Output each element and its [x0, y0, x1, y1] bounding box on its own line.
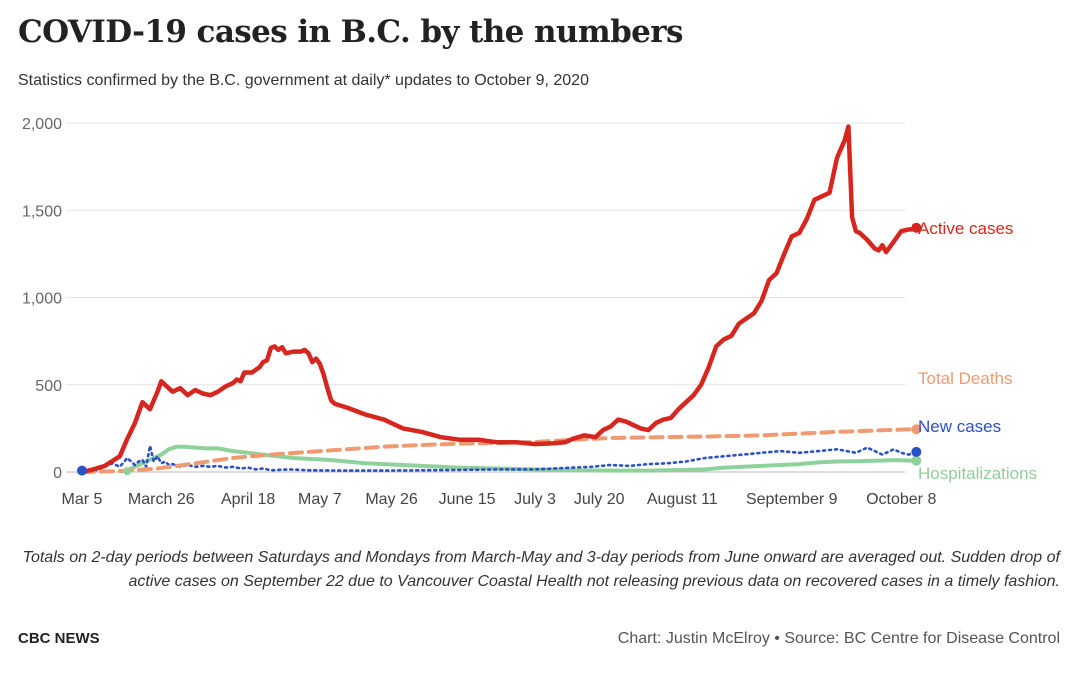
series-end-marker-active: [911, 222, 922, 233]
x-tick-label-10: October 8: [866, 491, 936, 508]
y-tick-label-0: 0: [53, 465, 62, 482]
series-lines: [77, 124, 922, 476]
x-tick-label-6: July 3: [514, 491, 556, 508]
series-start-marker-new-cases: [77, 465, 87, 476]
series-line-active: [79, 124, 919, 475]
x-axis-tick-labels: Mar 5 March 26 April 18 May 7 May 26 June 15 J…: [62, 491, 937, 508]
y-axis-tick-labels: 0 500 1,000 1,500 2,000: [22, 116, 62, 482]
y-tick-label-2000: 2,000: [22, 116, 62, 133]
source-credit: Chart: Justin McElroy • Source: BC Centr…: [617, 630, 1060, 647]
series-end-label-deaths: Total Deaths: [918, 369, 1013, 388]
series-start-marker-hospitalizations: [123, 467, 132, 476]
brand-logo-text: CBC NEWS: [18, 630, 100, 647]
footnote: Totals on 2-day periods between Saturday…: [22, 549, 1060, 590]
series-line-new_cases: [80, 444, 918, 472]
x-tick-label-9: September 9: [746, 491, 838, 508]
series-end-marker-hospitalizations: [911, 455, 922, 466]
series-end-label-hospitalizations: Hospitalizations: [918, 464, 1037, 483]
x-tick-label-4: May 26: [365, 491, 418, 508]
x-tick-label-0: Mar 5: [62, 491, 103, 508]
chart-subtitle: Statistics confirmed by the B.C. governm…: [18, 72, 589, 89]
y-tick-label-1000: 1,000: [22, 291, 62, 308]
series-line-hospitalizations: [125, 444, 919, 473]
x-tick-label-1: March 26: [128, 491, 195, 508]
y-tick-label-500: 500: [35, 378, 62, 395]
y-tick-label-1500: 1,500: [22, 203, 62, 220]
series-end-labels: Hospitalizations New cases Total Deaths Act…: [918, 219, 1037, 483]
x-tick-label-7: July 20: [574, 491, 625, 508]
line-chart: 0 500 1,000 1,500 2,000 Mar 5 March 26 April 1…: [22, 116, 1037, 508]
x-tick-label-8: August 11: [647, 491, 718, 508]
series-end-marker-deaths: [911, 424, 922, 435]
series-end-label-new_cases: New cases: [918, 417, 1001, 436]
x-tick-label-2: April 18: [221, 491, 275, 508]
chart-title: COVID-19 cases in B.C. by the numbers: [18, 14, 683, 50]
series-end-label-active: Active cases: [918, 219, 1013, 238]
series-end-marker-new_cases: [911, 446, 922, 457]
x-tick-label-5: June 15: [439, 491, 496, 508]
gridlines: [66, 122, 905, 473]
x-tick-label-3: May 7: [298, 491, 342, 508]
